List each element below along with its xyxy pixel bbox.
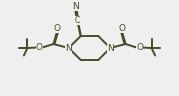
Text: N: N [107,43,114,53]
Text: C: C [75,16,80,25]
Text: O: O [136,43,143,52]
Text: O: O [53,24,60,33]
Text: N: N [72,2,79,11]
Text: O: O [36,43,43,52]
Text: N: N [65,43,72,53]
Text: O: O [119,24,126,33]
